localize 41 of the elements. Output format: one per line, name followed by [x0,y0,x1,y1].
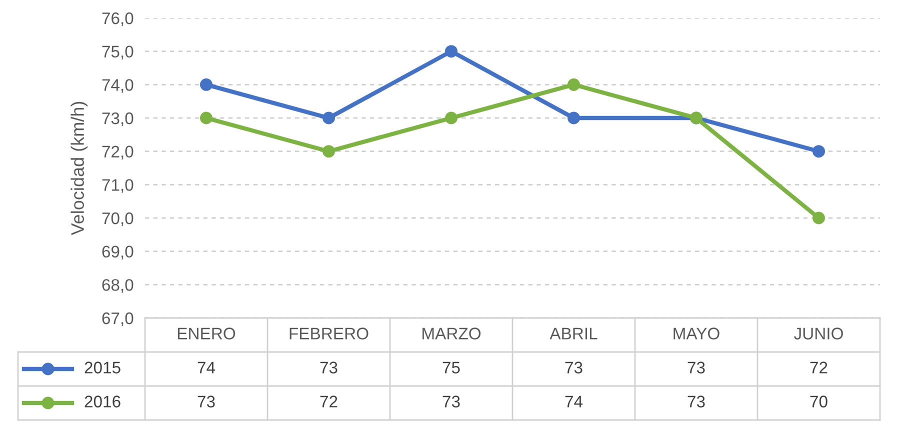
y-tick-label: 72,0 [102,146,134,160]
x-tick-label: MARZO [422,328,481,340]
legend-label: 2015 [84,362,120,374]
data-label: 73 [198,396,215,408]
data-label: 73 [688,362,705,374]
data-label: 75 [442,362,460,374]
x-tick-label: JUNIO [794,328,843,340]
y-tick-label: 67,0 [102,312,134,326]
y-tick-label: 73,0 [102,112,134,126]
data-label: 73 [688,396,705,408]
data-label: 72 [320,396,338,408]
data-label: 74 [565,396,583,408]
point [568,78,580,91]
x-tick-label: FEBRERO [290,328,368,340]
point [200,112,212,124]
data-label: 74 [198,362,216,374]
legend-label: 2016 [84,396,120,408]
x-tick-label: ENERO [178,328,236,340]
point [322,145,335,158]
y-tick-label: 76,0 [102,12,134,26]
y-tick-label: 68,0 [102,279,134,293]
data-label: 73 [565,362,582,374]
y-tick-label: 74,0 [102,79,134,93]
point [200,78,212,91]
point [322,112,335,124]
x-tick-label: MAYO [674,328,720,340]
data-label: 73 [320,362,338,374]
point [445,45,458,58]
data-label: 72 [810,362,828,374]
point [812,212,825,224]
y-tick-label: 75,0 [102,46,134,60]
y-tick-label: 69,0 [102,246,134,260]
data-label: 70 [810,396,828,408]
y-tick-label: 70,0 [102,212,134,226]
y-tick-label: 71,0 [102,179,134,193]
y-axis-title: Velocidad (km/h) [70,102,88,236]
point [445,112,458,124]
x-tick-label: ABRIL [550,328,598,340]
data-label: 73 [442,396,460,408]
point [568,112,580,124]
point [812,145,825,158]
